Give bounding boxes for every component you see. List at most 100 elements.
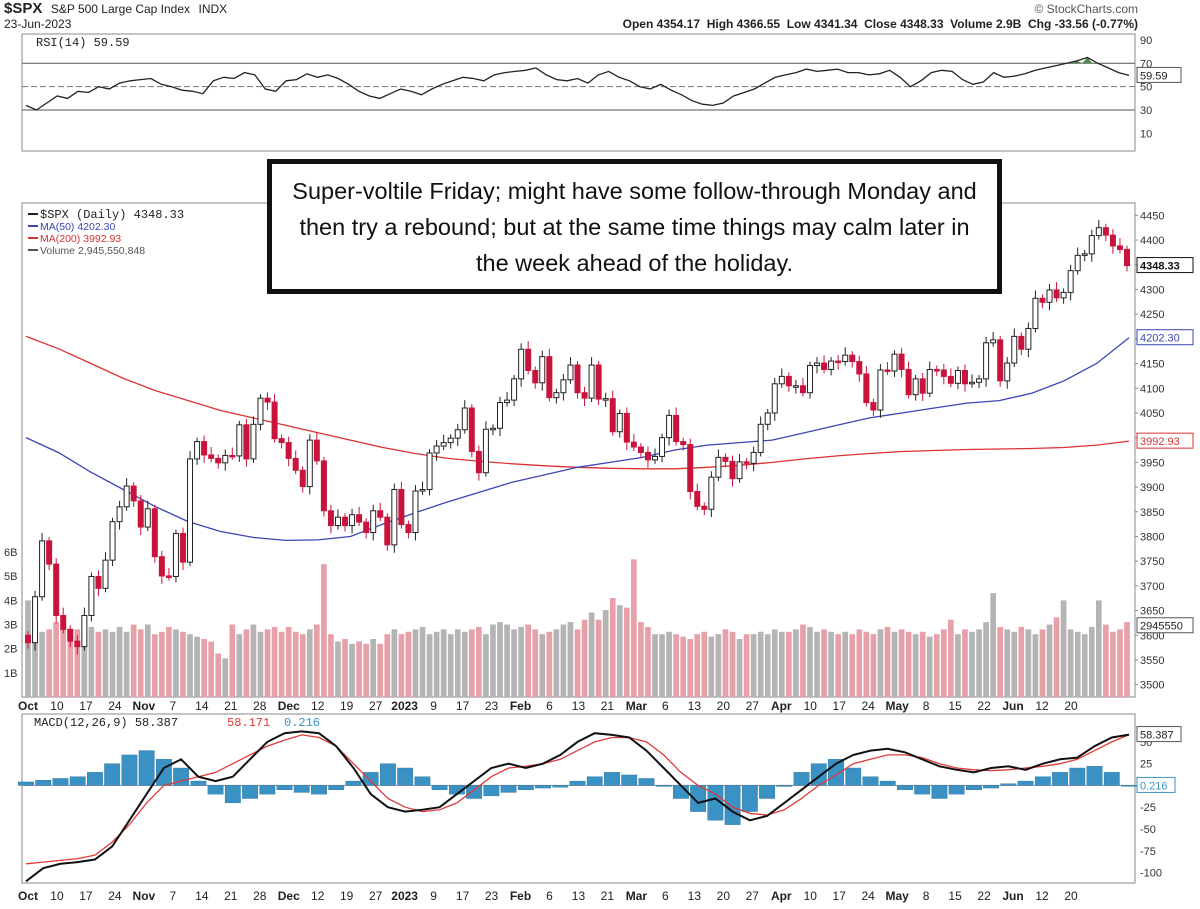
macd-histogram-bar <box>431 785 448 790</box>
volume-bar <box>497 622 503 697</box>
candle-body <box>1060 291 1067 299</box>
candle-body <box>680 441 687 446</box>
candle-body <box>60 614 67 630</box>
candle-body <box>264 397 271 403</box>
volume-bar <box>1103 624 1109 697</box>
volume-bar <box>1117 629 1123 697</box>
macd-histogram-bar <box>1000 783 1017 786</box>
volume-bar <box>335 641 341 697</box>
volume-bar <box>623 607 630 697</box>
macd-x-tick-label: 21 <box>601 889 615 903</box>
price-x-tick-label: 13 <box>572 699 586 713</box>
volume-bar <box>95 631 102 697</box>
close-value-tag: 4348.33 <box>1140 261 1180 273</box>
candle-body <box>1088 235 1095 255</box>
candle-body <box>39 540 46 598</box>
candle-body <box>983 342 990 380</box>
macd-histogram-bar <box>897 785 913 790</box>
macd-histogram-bar <box>500 785 517 793</box>
price-x-tick-label: Mar <box>626 699 648 713</box>
volume-bar <box>638 622 644 697</box>
volume-bar <box>905 631 912 697</box>
macd-x-tick-label: 8 <box>923 889 930 903</box>
candle-body <box>947 375 954 384</box>
volume-bar <box>39 631 45 697</box>
volume-bar <box>764 634 771 697</box>
candle-body <box>961 369 968 385</box>
macd-histogram-bar <box>552 785 569 788</box>
volume-tick-label: 6B <box>4 547 17 559</box>
volume-bar <box>151 634 158 697</box>
macd-x-tick-label: 24 <box>108 889 122 903</box>
candle-body <box>257 397 264 425</box>
volume-bar <box>25 600 31 697</box>
macd-histogram-bar <box>517 785 534 790</box>
volume-bar <box>1018 626 1025 697</box>
candle-body <box>81 614 88 648</box>
price-x-tick-label: 21 <box>601 699 615 713</box>
volume-bar <box>1081 634 1088 697</box>
volume-bar <box>687 639 694 697</box>
price-x-tick-label: 27 <box>369 699 383 713</box>
candle-body <box>1109 234 1116 247</box>
volume-bar <box>412 629 419 697</box>
macd-x-tick-label: 12 <box>311 889 325 903</box>
volume-tick-label: 4B <box>4 595 17 607</box>
volume-bar <box>1124 622 1130 697</box>
candle-body <box>1124 248 1130 267</box>
volume-bar <box>518 626 524 697</box>
price-x-tick-label: Nov <box>133 699 156 713</box>
candle-body <box>835 360 842 364</box>
macd-histogram-bar <box>1034 776 1051 786</box>
candle-body <box>581 392 588 399</box>
volume-bar <box>363 643 369 697</box>
candle-body <box>187 458 194 563</box>
volume-bar <box>74 629 81 697</box>
volume-tick-label: 3B <box>4 620 17 632</box>
candle-body <box>1004 362 1011 382</box>
macd-histogram-bar <box>207 785 224 795</box>
candle-body <box>179 532 186 563</box>
macd-x-tick-label: Apr <box>771 889 792 903</box>
candle-body <box>1102 227 1109 236</box>
volume-bar <box>1060 600 1067 697</box>
candle-body <box>1081 253 1088 256</box>
volume-value-tag: 2945550 <box>1140 621 1183 633</box>
candle-body <box>771 383 778 414</box>
candle-body <box>1053 289 1060 299</box>
macd-x-tick-label: Feb <box>510 889 531 903</box>
volume-bar <box>1039 629 1046 697</box>
volume-bar <box>426 634 433 697</box>
candle-body <box>285 442 292 459</box>
candle-body <box>659 437 666 457</box>
macd-histogram-bar <box>190 780 207 786</box>
volume-bar <box>1032 634 1039 697</box>
volume-bar <box>532 629 539 697</box>
candle-body <box>320 460 327 512</box>
volume-bar <box>546 631 553 697</box>
volume-bar <box>173 629 179 697</box>
macd-histogram-bar <box>707 785 724 821</box>
volume-bar <box>757 631 764 697</box>
price-x-tick-label: Oct <box>18 699 38 713</box>
price-x-tick-label: 28 <box>253 699 267 713</box>
candle-body <box>785 375 792 387</box>
macd-histogram-bar <box>173 767 190 786</box>
macd-x-tick-label: Oct <box>18 889 38 903</box>
annotation-box: Super-voltile Friday; might have some fo… <box>267 159 1002 294</box>
candle-body <box>327 510 334 527</box>
volume-bar <box>588 612 595 697</box>
volume-bar <box>701 631 708 697</box>
candle-body <box>194 441 201 460</box>
volume-bar <box>102 629 109 697</box>
volume-bar <box>828 631 834 697</box>
price-x-tick-label: 8 <box>923 699 930 713</box>
volume-bar <box>800 624 806 697</box>
macd-histogram-bar <box>276 785 293 790</box>
volume-bar <box>236 634 243 697</box>
close-value-tag-box <box>1136 257 1194 274</box>
candle-body <box>750 451 757 464</box>
candle-body <box>95 575 102 589</box>
candle-body <box>778 375 785 385</box>
price-x-tick-label: 10 <box>50 699 64 713</box>
